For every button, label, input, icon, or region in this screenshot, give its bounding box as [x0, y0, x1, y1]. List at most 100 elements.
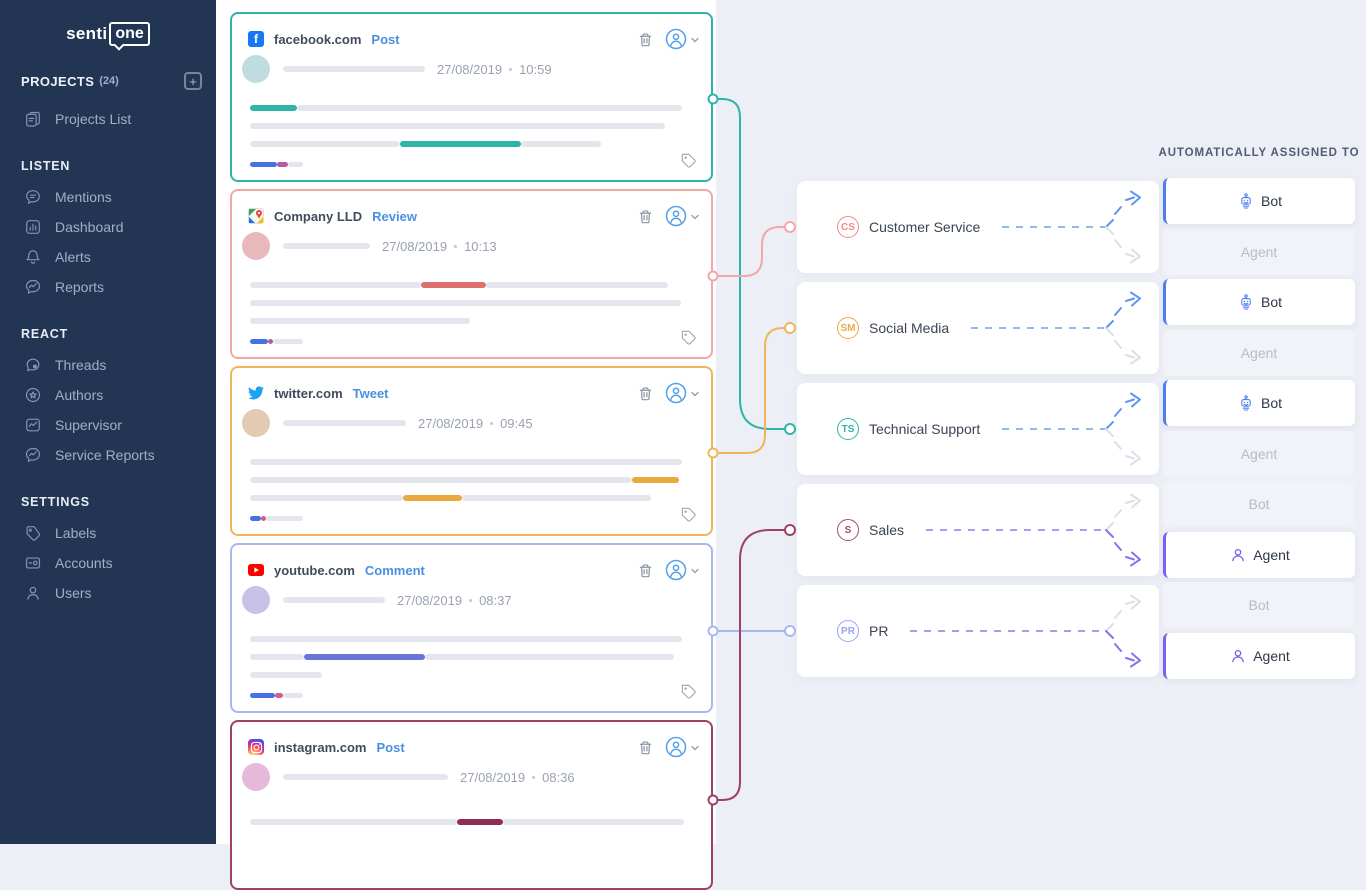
mention-card-header: f facebook.com Post — [248, 27, 699, 51]
section-title-listen: LISTEN — [21, 159, 71, 173]
google-maps-icon — [248, 208, 264, 224]
agent-option-technical-support[interactable]: Agent — [1163, 431, 1355, 477]
progress-segment — [250, 162, 277, 167]
sidebar-item-dashboard[interactable]: Dashboard — [0, 212, 216, 242]
avatar — [242, 232, 270, 260]
skeleton-line — [283, 774, 448, 780]
section-title-settings: SETTINGS — [21, 495, 90, 509]
assign-user-button[interactable] — [665, 559, 699, 581]
sidebar-item-accounts[interactable]: Accounts — [0, 548, 216, 578]
skeleton-segment — [304, 654, 425, 660]
mention-card-header: twitter.com Tweet — [248, 381, 699, 405]
category-label: Customer Service — [869, 219, 981, 235]
bot-option-sales[interactable]: Bot — [1163, 481, 1355, 527]
mention-source: twitter.com — [274, 385, 343, 401]
skeleton-line — [521, 141, 601, 147]
assign-user-button[interactable] — [665, 736, 699, 758]
service-reports-icon — [24, 446, 42, 464]
delete-button[interactable] — [638, 32, 653, 47]
authors-icon — [24, 386, 42, 404]
option-label: Bot — [1260, 193, 1282, 209]
agent-option-sales[interactable]: Agent — [1163, 532, 1355, 578]
tag-button[interactable] — [681, 330, 697, 346]
dashboard-icon — [24, 218, 42, 236]
logo-text: senti — [66, 24, 108, 43]
skeleton-line — [283, 597, 385, 603]
mention-type-link[interactable]: Comment — [364, 562, 425, 578]
mention-date: 27/08/2019 08:36 — [460, 770, 575, 785]
sidebar-item-label: Threads — [55, 357, 107, 373]
sidebar-item-label: Mentions — [55, 189, 112, 205]
assign-user-button[interactable] — [665, 205, 699, 227]
progress-segment — [250, 516, 261, 521]
sidebar-item-authors[interactable]: Authors — [0, 380, 216, 410]
category-label: PR — [869, 623, 889, 639]
progress-segment — [277, 162, 288, 167]
main-content: f facebook.com Post 27/08/2019 10:59 — [216, 0, 1366, 890]
agent-person-icon — [1231, 649, 1245, 663]
sidebar-item-label: Service Reports — [55, 447, 155, 463]
threads-icon — [24, 356, 42, 374]
category-initials-badge: PR — [837, 620, 859, 642]
sidebar-item-users[interactable]: Users — [0, 578, 216, 608]
mention-source: facebook.com — [274, 31, 362, 47]
sidebar-item-labels[interactable]: Labels — [0, 518, 216, 548]
instagram-icon — [248, 739, 264, 755]
bot-option-pr[interactable]: Bot — [1163, 582, 1355, 628]
sidebar-item-threads[interactable]: Threads — [0, 350, 216, 380]
skeleton-line — [250, 459, 682, 465]
tag-button[interactable] — [681, 684, 697, 700]
mention-type-link[interactable]: Review — [372, 208, 417, 224]
tag-button[interactable] — [681, 507, 697, 523]
mention-card-instagram: instagram.com Post 27/08/2019 08:36 — [230, 720, 713, 890]
option-label: Agent — [1240, 345, 1278, 361]
assign-user-button[interactable] — [665, 28, 699, 50]
delete-button[interactable] — [638, 563, 653, 578]
mention-type-link[interactable]: Tweet — [352, 385, 389, 401]
facebook-icon: f — [248, 31, 264, 47]
delete-button[interactable] — [638, 740, 653, 755]
sidebar-item-projects-list[interactable]: Projects List — [0, 104, 216, 134]
sidebar-item-reports[interactable]: Reports — [0, 272, 216, 302]
mention-type-link[interactable]: Post — [371, 31, 400, 47]
mention-source: Company LLD — [274, 208, 363, 224]
chevron-down-icon — [691, 561, 699, 579]
progress-segment — [268, 339, 273, 344]
progress-segment — [266, 516, 303, 521]
tag-button[interactable] — [681, 153, 697, 169]
sentione-logo: senti one — [0, 22, 216, 46]
mention-card-facebook: f facebook.com Post 27/08/2019 10:59 — [230, 12, 713, 182]
skeleton-segment — [250, 105, 297, 111]
bot-option-social-media[interactable]: Bot — [1163, 279, 1355, 325]
sidebar-item-mentions[interactable]: Mentions — [0, 182, 216, 212]
sidebar-item-label: Alerts — [55, 249, 91, 265]
bot-option-customer-service[interactable]: Bot — [1163, 178, 1355, 224]
assign-user-button[interactable] — [665, 382, 699, 404]
skeleton-line — [250, 282, 421, 288]
sidebar-item-alerts[interactable]: Alerts — [0, 242, 216, 272]
skeleton-line — [425, 654, 674, 660]
sidebar-item-supervisor[interactable]: Supervisor — [0, 410, 216, 440]
skeleton-line — [250, 477, 632, 483]
agent-option-pr[interactable]: Agent — [1163, 633, 1355, 679]
sidebar-item-service-reports[interactable]: Service Reports — [0, 440, 216, 470]
add-project-button[interactable]: + — [184, 72, 202, 90]
routing-dashed-line — [926, 529, 1105, 531]
tag-icon — [24, 524, 42, 542]
agent-option-social-media[interactable]: Agent — [1163, 330, 1355, 376]
routing-dashed-line — [910, 630, 1105, 632]
bot-option-technical-support[interactable]: Bot — [1163, 380, 1355, 426]
skeleton-line — [503, 819, 684, 825]
sidebar-item-label: Accounts — [55, 555, 113, 571]
category-row-pr: PR PR — [797, 585, 1159, 677]
delete-button[interactable] — [638, 209, 653, 224]
chevron-down-icon — [691, 738, 699, 756]
assigned-to-header: AUTOMATICALLY ASSIGNED TO — [1158, 147, 1360, 159]
bell-icon — [24, 248, 42, 266]
delete-button[interactable] — [638, 386, 653, 401]
agent-option-customer-service[interactable]: Agent — [1163, 229, 1355, 275]
mention-type-link[interactable]: Post — [376, 739, 405, 755]
category-label: Sales — [869, 522, 905, 538]
projects-list-icon — [24, 110, 42, 128]
avatar — [242, 409, 270, 437]
